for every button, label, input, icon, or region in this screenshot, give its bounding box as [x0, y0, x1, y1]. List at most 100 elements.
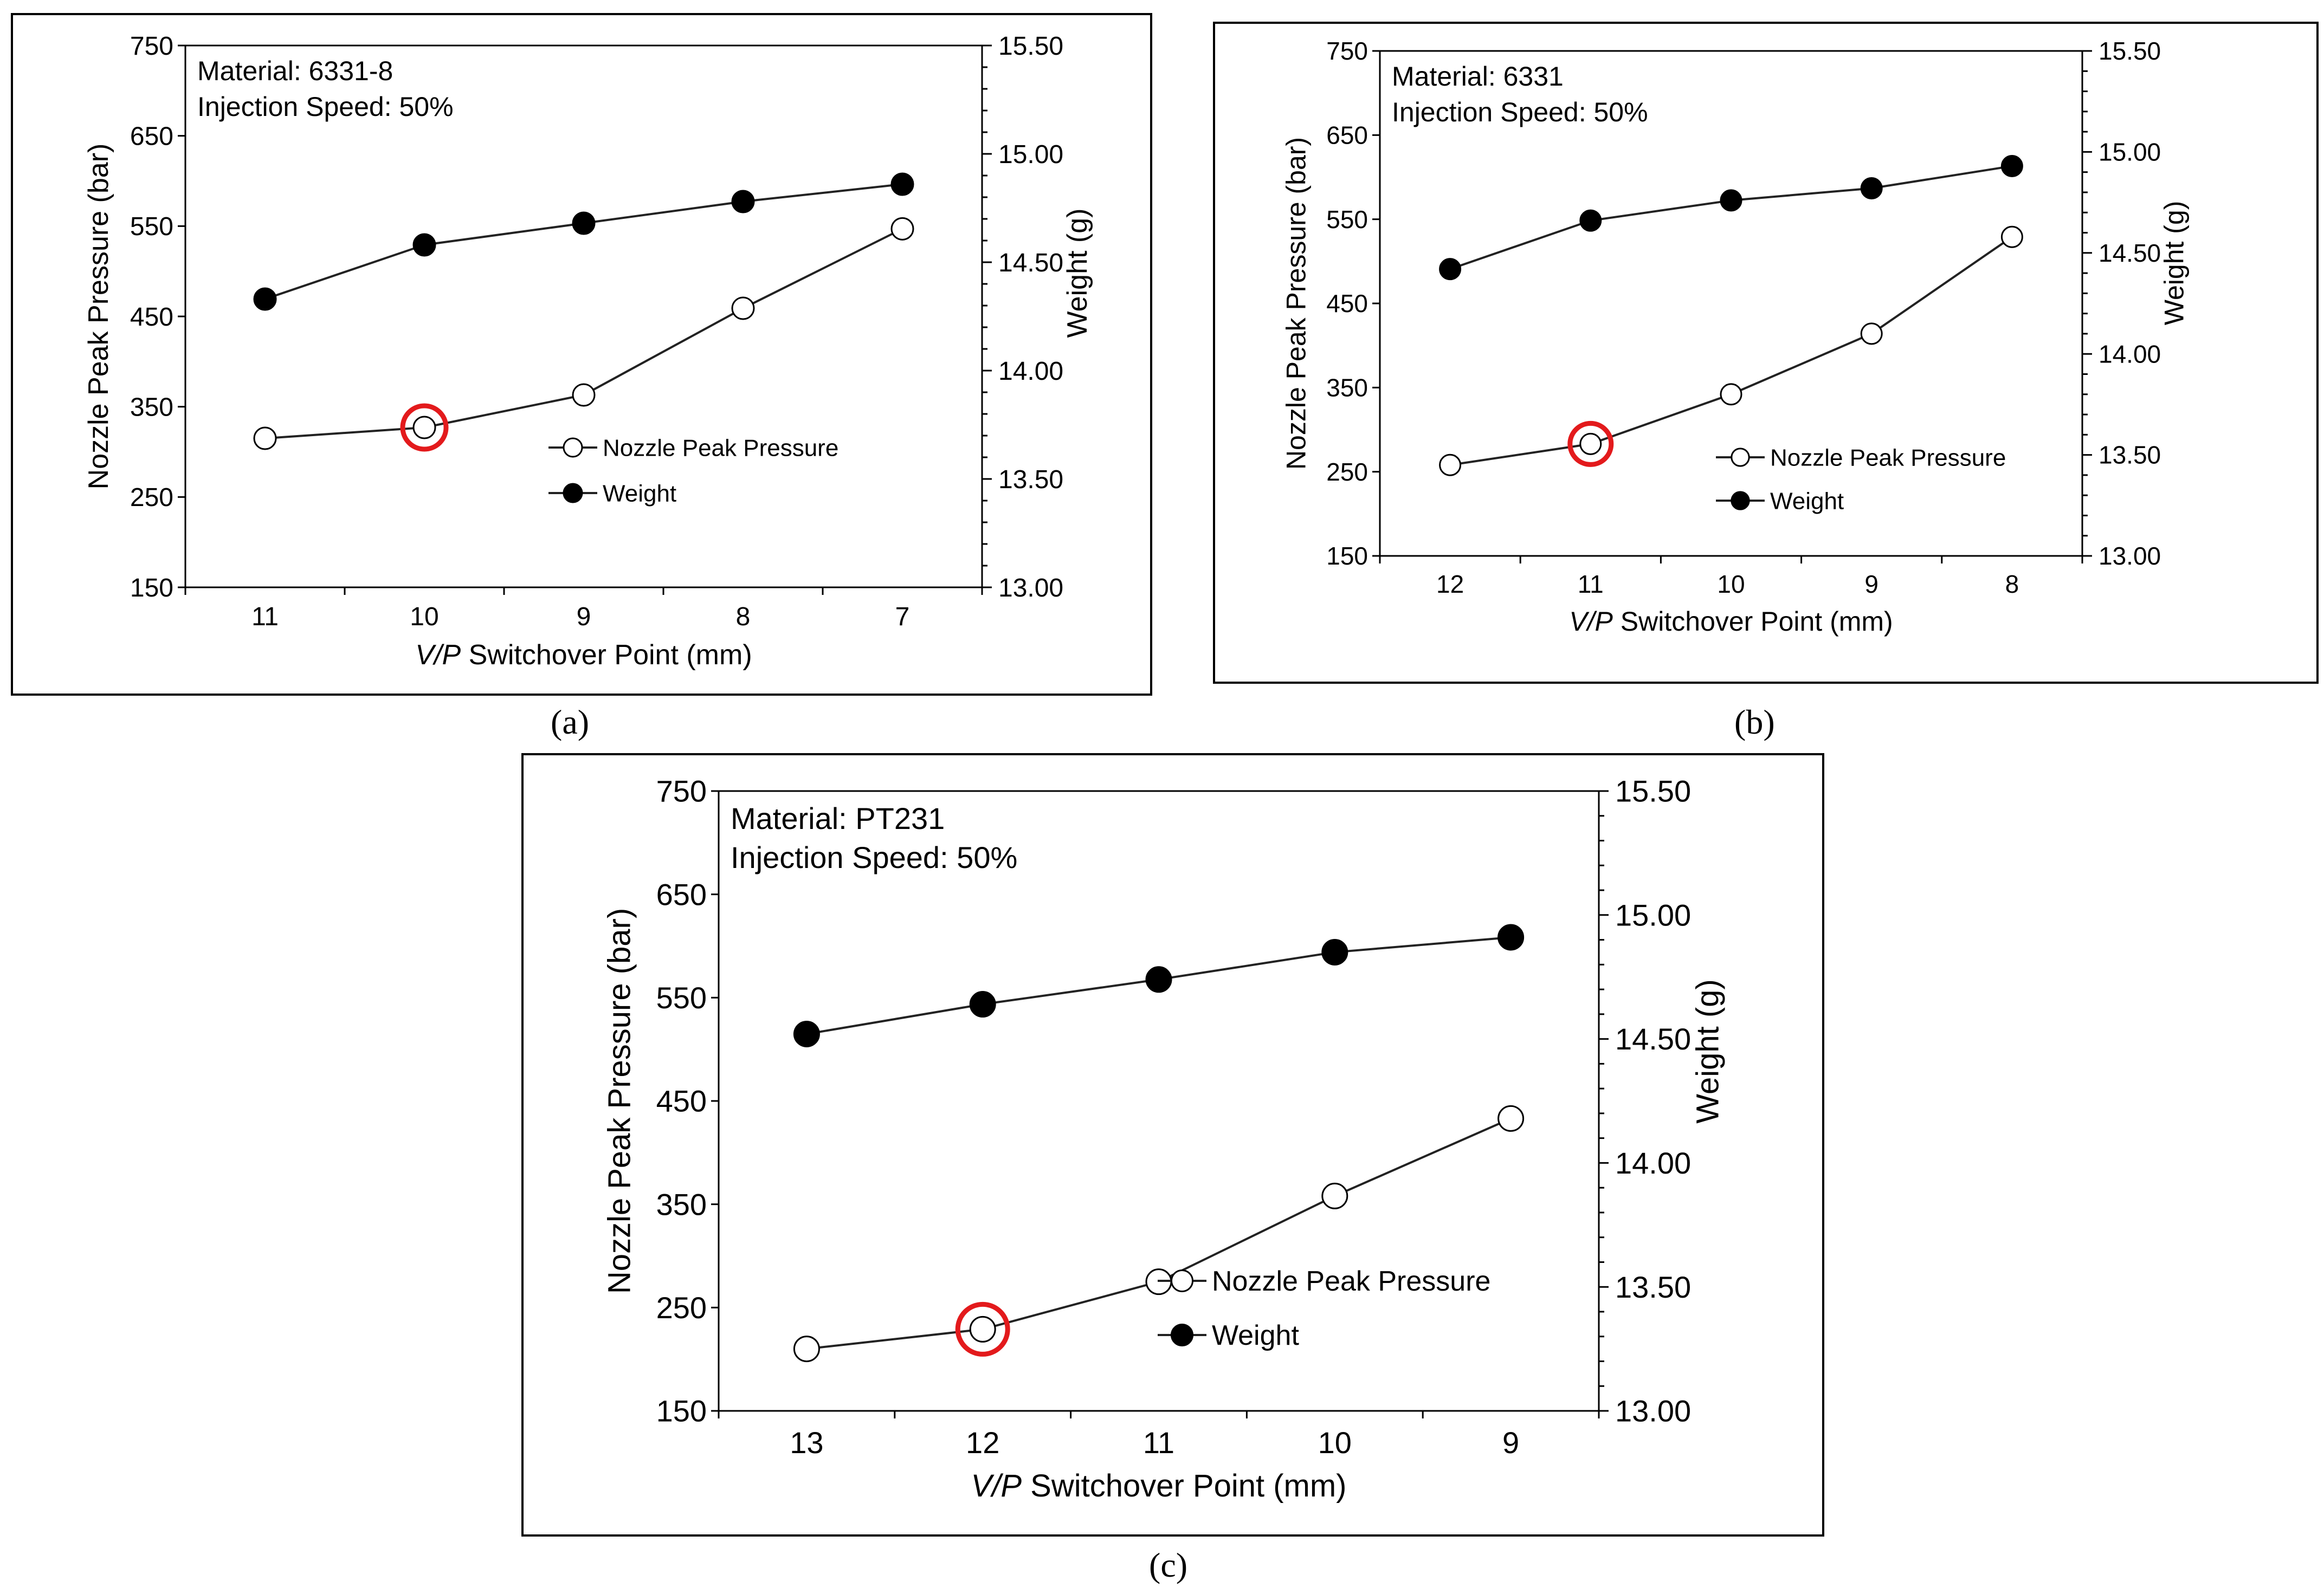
material-label: Material: 6331	[1392, 61, 1564, 92]
right-tick-label: 13.50	[998, 465, 1063, 494]
legend-marker	[1731, 491, 1750, 510]
pressure-point	[890, 217, 914, 241]
x-tick-label: 12	[966, 1425, 999, 1460]
left-tick-label: 450	[130, 303, 173, 332]
weight-point	[969, 991, 996, 1018]
weight-point	[1497, 924, 1525, 951]
x-tick-label: 12	[1436, 570, 1464, 598]
right-tick-label: 14.00	[1615, 1146, 1691, 1180]
weight-point	[253, 287, 277, 311]
left-tick-label: 650	[656, 877, 707, 911]
x-tick-label: 10	[1318, 1425, 1352, 1460]
plot-area	[184, 44, 983, 588]
series-line-weight	[264, 183, 903, 300]
weight-point	[731, 190, 755, 213]
right-tick-label: 13.00	[1615, 1394, 1691, 1428]
chart-svg: 150 250 350 450 550 650 750 13.00 13.50 14.00 14.5…	[83, 32, 1093, 671]
material-label: Material: 6331-8	[197, 56, 393, 86]
highlight-ring	[1567, 420, 1614, 467]
series-line-weight	[1449, 165, 2012, 270]
x-axis-title: V/P Switchover Point (mm)	[415, 639, 752, 671]
x-tick-label: 10	[410, 602, 438, 631]
legend-marker	[1170, 1269, 1194, 1293]
left-axis-title: Nozzle Peak Pressure (bar)	[602, 908, 637, 1294]
pressure-point	[412, 416, 436, 439]
right-tick-label: 14.00	[2099, 340, 2161, 368]
right-tick-label: 14.50	[998, 249, 1063, 277]
left-tick-label: 150	[130, 574, 173, 602]
weight-point	[412, 233, 436, 257]
right-tick-label: 15.50	[998, 32, 1063, 61]
x-axis-title: V/P Switchover Point (mm)	[971, 1468, 1347, 1504]
right-tick-label: 14.50	[1615, 1022, 1691, 1056]
x-tick-label: 9	[1864, 570, 1878, 598]
legend-label: Nozzle Peak Pressure	[1770, 444, 2006, 471]
legend-marker	[563, 483, 583, 503]
caption-a: (a)	[551, 703, 590, 741]
left-tick-label: 250	[130, 483, 173, 512]
series-line-pressure	[1450, 236, 2013, 466]
right-axis-title: Weight (g)	[1690, 979, 1725, 1123]
caption-c: (c)	[1149, 1546, 1188, 1584]
right-tick-label: 15.00	[1615, 898, 1691, 932]
right-tick-label: 15.50	[1615, 774, 1691, 808]
pressure-point	[1860, 322, 1883, 345]
right-tick-label: 13.50	[1615, 1270, 1691, 1304]
left-tick-label: 750	[130, 32, 173, 61]
x-axis-title-rest: Switchover Point (mm)	[1613, 606, 1893, 637]
x-tick-label: 9	[577, 602, 591, 631]
left-tick-label: 450	[1326, 289, 1368, 317]
x-tick-label: 8	[2005, 570, 2019, 598]
left-tick-label: 350	[656, 1187, 707, 1221]
legend-label: Weight	[1212, 1320, 1299, 1351]
x-axis-title-rest: Switchover Point (mm)	[461, 639, 752, 671]
injection-speed-label: Injection Speed: 50%	[1392, 97, 1648, 127]
left-tick-label: 250	[1326, 458, 1368, 486]
x-axis-title-italic: V/P	[1569, 606, 1613, 637]
pressure-point	[2000, 225, 2023, 248]
legend-label: Nozzle Peak Pressure	[603, 435, 838, 461]
weight-point	[1321, 938, 1348, 966]
right-tick-label: 13.00	[2099, 542, 2161, 570]
plot-area	[718, 790, 1600, 1412]
pressure-point	[1720, 383, 1742, 406]
x-tick-label: 11	[251, 602, 279, 631]
x-axis-title-italic: V/P	[415, 639, 461, 671]
x-tick-label: 13	[790, 1425, 823, 1460]
injection-speed-label: Injection Speed: 50%	[731, 840, 1017, 874]
pressure-point	[793, 1336, 820, 1363]
weight-point	[1860, 177, 1883, 200]
weight-point	[1145, 966, 1172, 993]
series-line-pressure	[806, 1117, 1512, 1350]
legend-label: Weight	[603, 480, 676, 507]
chart-panel-b: 150 250 350 450 550 650 750 13.00 13.50 14.00 14.5…	[1213, 22, 2319, 684]
highlight-ring	[400, 403, 449, 452]
pressure-point	[253, 426, 277, 450]
left-tick-label: 150	[656, 1394, 707, 1428]
x-tick-label: 10	[1717, 570, 1745, 598]
legend-label: Nozzle Peak Pressure	[1212, 1266, 1490, 1297]
caption-b: (b)	[1734, 703, 1775, 741]
weight-point	[1579, 209, 1602, 232]
left-axis-title: Nozzle Peak Pressure (bar)	[83, 144, 114, 490]
right-tick-label: 14.00	[998, 357, 1063, 386]
x-tick-label: 7	[895, 602, 910, 631]
chart-svg: 150 250 350 450 550 650 750 13.00 13.50 14.00 14.5…	[1281, 37, 2189, 637]
pressure-point	[1321, 1182, 1348, 1209]
x-axis-title-rest: Switchover Point (mm)	[1022, 1468, 1346, 1504]
weight-point	[793, 1020, 820, 1047]
series-line-pressure	[264, 228, 903, 439]
legend-marker	[563, 437, 583, 458]
left-tick-label: 550	[130, 212, 173, 241]
right-tick-label: 15.00	[998, 140, 1063, 169]
highlight-ring	[955, 1301, 1010, 1357]
chart-panel-a: 150 250 350 450 550 650 750 13.00 13.50 14.00 14.5…	[11, 13, 1152, 696]
x-tick-label: 8	[736, 602, 751, 631]
pressure-point	[572, 383, 596, 407]
left-tick-label: 550	[1326, 205, 1368, 234]
weight-point	[1439, 258, 1462, 281]
right-tick-label: 13.50	[2099, 441, 2161, 469]
pressure-point	[1439, 453, 1462, 476]
left-tick-label: 250	[656, 1291, 707, 1325]
pressure-point	[1497, 1105, 1525, 1132]
